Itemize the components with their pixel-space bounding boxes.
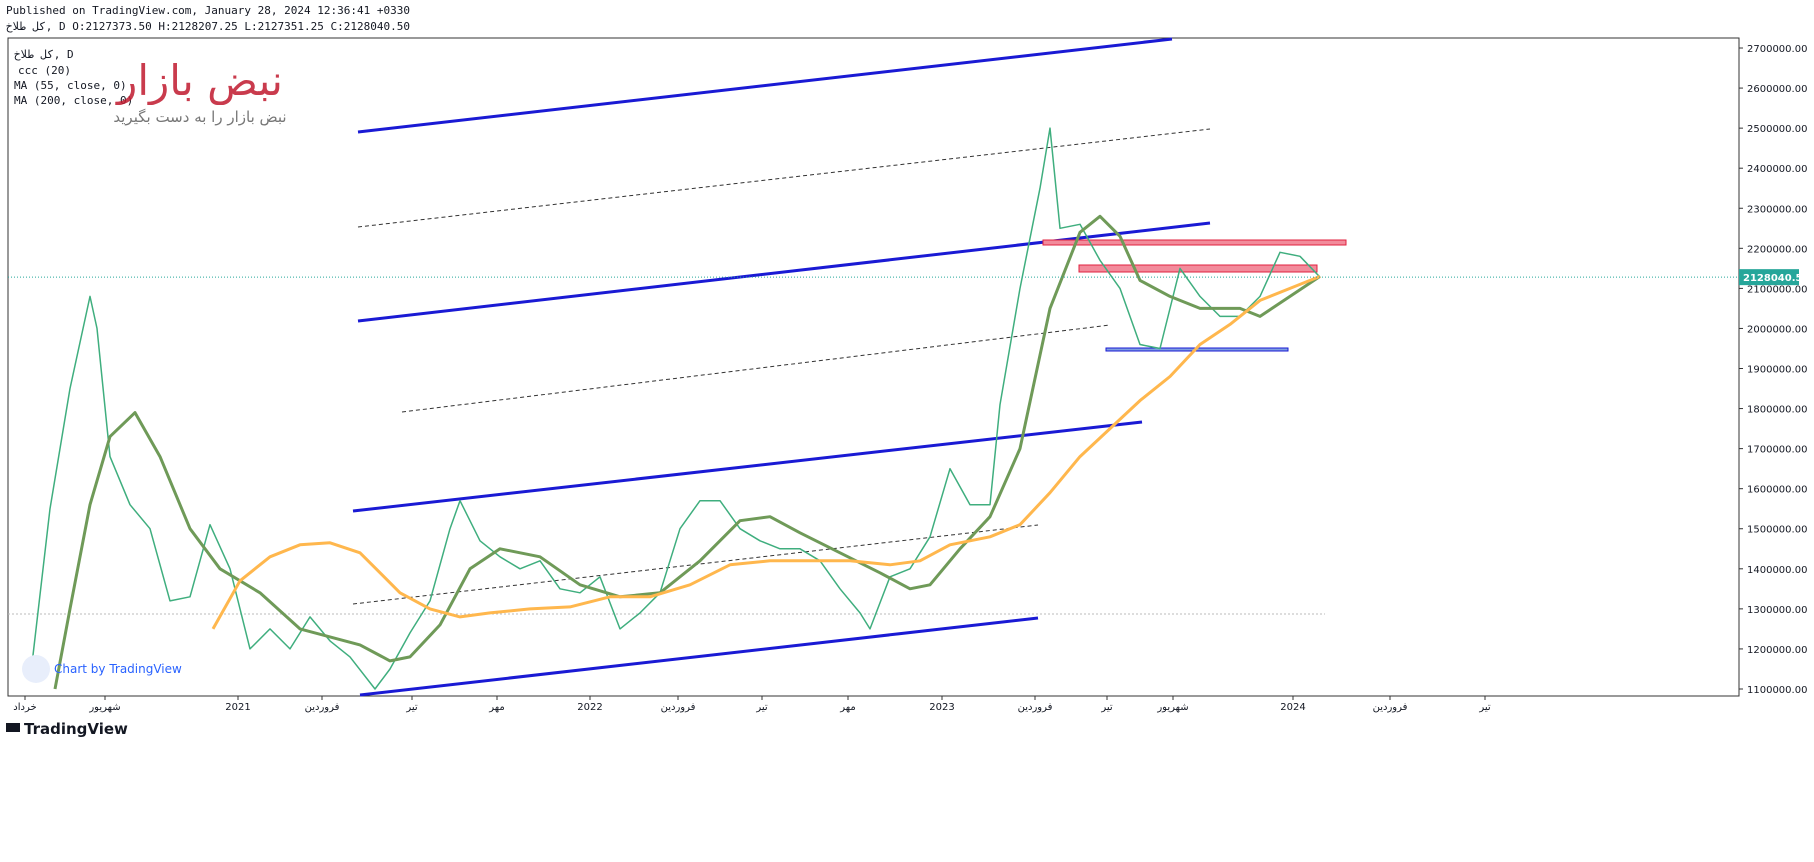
ohlc: کل طلاخ, D O:2127373.50 H:2128207.25 L:2… (6, 20, 410, 33)
trend-line (352, 420, 1143, 513)
y-tick-label: 1100000.00 (1747, 685, 1807, 696)
y-tick-label: 2300000.00 (1747, 204, 1807, 215)
x-tick-label: فروردین (1373, 702, 1408, 713)
y-tick-label: 1600000.00 (1747, 485, 1807, 496)
x-tick-label: 2022 (577, 702, 602, 713)
zone (1078, 264, 1318, 273)
y-tick-label: 2500000.00 (1747, 124, 1807, 135)
footer-logo[interactable]: TradingView (24, 720, 128, 738)
footer-icon (6, 723, 20, 732)
y-tick-label: 2700000.00 (1747, 44, 1807, 55)
y-tick-label: 2100000.00 (1747, 284, 1807, 295)
x-tick-label: 2021 (225, 702, 250, 713)
watermark-logo: نبض بازار (115, 56, 283, 105)
x-tick-label: 2023 (929, 702, 954, 713)
legend-entry: MA (200, close, 0) (14, 94, 133, 107)
y-tick-label: 1400000.00 (1747, 565, 1807, 576)
x-tick-label: شهریور (88, 702, 120, 713)
plot (29, 127, 1321, 690)
ma-line (53, 214, 1321, 690)
trend-line (359, 616, 1039, 697)
tv-badge (22, 655, 50, 683)
x-tick-label: فروردین (661, 702, 696, 713)
x-tick-label: خرداد (13, 702, 36, 713)
x-tick-label: فروردین (305, 702, 340, 713)
symbol-legend: کل طلاخ, D (14, 48, 74, 61)
trend-line (357, 221, 1211, 323)
mid-line (357, 128, 1211, 228)
y-tick-label: 1500000.00 (1747, 525, 1807, 536)
y-tick-label: 2000000.00 (1747, 324, 1807, 335)
y-tick-label: 2200000.00 (1747, 244, 1807, 255)
last-price-box (1739, 269, 1799, 286)
zone (1042, 239, 1347, 246)
frame (7, 37, 1740, 697)
y-tick-label: 2400000.00 (1747, 164, 1807, 175)
y-tick-label: 1700000.00 (1747, 445, 1807, 456)
x-tick-label: فروردین (1018, 702, 1053, 713)
ma-line (211, 275, 1321, 630)
trend-line (357, 37, 1173, 134)
chart-by[interactable]: Chart by TradingView (54, 662, 182, 676)
x-tick-label: مهر (839, 702, 855, 713)
x-tick-label: مهر (488, 702, 504, 713)
y-tick-label: 1800000.00 (1747, 405, 1807, 416)
x-tick-label: شهریور (1156, 702, 1188, 713)
price-line (29, 127, 1321, 690)
drawings (8, 37, 1347, 697)
watermark-slogan: نبض بازار را به دست بگیرید (113, 108, 286, 126)
indicator-legend: ccc (20) (18, 64, 71, 77)
x-tick-label: تیر (1478, 702, 1491, 713)
page: Published on TradingView.com, January 28… (6, 4, 1809, 738)
y-tick-label: 1300000.00 (1747, 605, 1807, 616)
y-tick-label: 1200000.00 (1747, 645, 1807, 656)
published: Published on TradingView.com, January 28… (6, 4, 410, 17)
x-tick-label: تیر (755, 702, 768, 713)
x-tick-label: تیر (405, 702, 418, 713)
x-tick-label: 2024 (1280, 702, 1305, 713)
legend-entry: MA (55, close, 0) (14, 79, 127, 92)
chart: Published on TradingView.com, January 28… (6, 4, 1809, 738)
y-tick-label: 2600000.00 (1747, 84, 1807, 95)
y-tick-label: 1900000.00 (1747, 365, 1807, 376)
last-price-label: 2128040.50 (1743, 273, 1809, 284)
x-tick-label: تیر (1100, 702, 1113, 713)
mid-line (401, 324, 1111, 413)
